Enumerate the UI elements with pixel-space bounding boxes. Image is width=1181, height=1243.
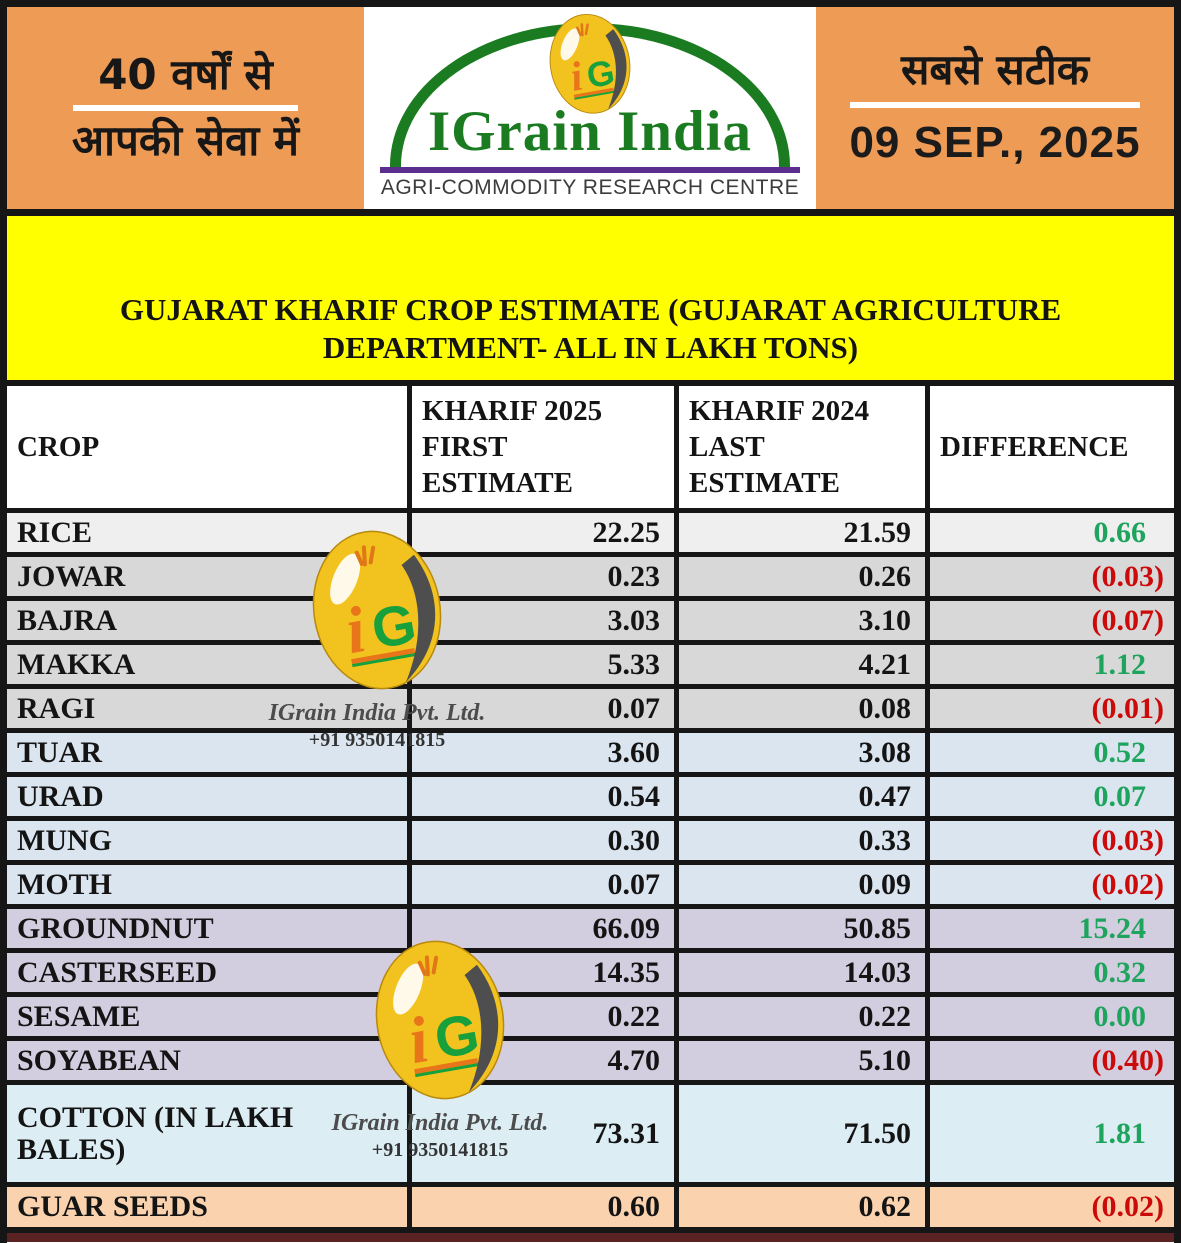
row-kharif-2024: 0.09 [679, 865, 925, 904]
crop-table: CROP KHARIF 2025 FIRST ESTIMATE KHARIF 202… [7, 380, 1174, 1233]
row-crop: GROUNDNUT [7, 909, 407, 948]
row-difference: 15.24 [930, 909, 1174, 948]
row-kharif-2024: 3.08 [679, 733, 925, 772]
divider [7, 209, 1174, 216]
row-kharif-2024: 0.62 [679, 1187, 925, 1227]
row-kharif-2025: 0.07 [412, 865, 674, 904]
igrain-oval-logo: i G [549, 13, 631, 114]
row-crop: GUAR SEEDS [7, 1187, 407, 1227]
row-kharif-2025: 5.33 [412, 645, 674, 684]
row-difference: 1.81 [930, 1085, 1174, 1182]
logo-oval-slot: i G [546, 11, 634, 119]
header-slogan: सबसे सटीक [900, 44, 1090, 94]
row-crop: TUAR [7, 733, 407, 772]
header-left-panel: 40 वर्षों से आपकी सेवा में [7, 7, 364, 209]
row-kharif-2024: 0.08 [679, 689, 925, 728]
row-difference: (0.02) [930, 865, 1174, 904]
report-date: 09 SEP., 2025 [849, 118, 1141, 168]
row-crop: CASTERSEED [7, 953, 407, 992]
row-kharif-2024: 71.50 [679, 1085, 925, 1182]
row-kharif-2025: 14.35 [412, 953, 674, 992]
row-kharif-2025: 22.25 [412, 513, 674, 552]
row-kharif-2024: 0.22 [679, 997, 925, 1036]
row-difference: 0.52 [930, 733, 1174, 772]
row-kharif-2025: 4.70 [412, 1041, 674, 1080]
header-left-line1: 40 वर्षों से [98, 49, 273, 99]
row-difference: (0.02) [930, 1187, 1174, 1227]
row-crop: MUNG [7, 821, 407, 860]
brand-rule [380, 167, 800, 173]
row-crop: SESAME [7, 997, 407, 1036]
header-right-panel: सबसे सटीक 09 SEP., 2025 [816, 7, 1174, 209]
row-kharif-2025: 0.22 [412, 997, 674, 1036]
underline-bar [73, 105, 298, 111]
page-title: GUJARAT KHARIF CROP ESTIMATE (GUJARAT AG… [119, 291, 1062, 366]
row-crop: URAD [7, 777, 407, 816]
brand-name: IGrain India [427, 100, 753, 163]
row-crop: MAKKA [7, 645, 407, 684]
row-kharif-2025: 0.23 [412, 557, 674, 596]
row-difference: (0.03) [930, 557, 1174, 596]
column-header: KHARIF 2024 LAST ESTIMATE [679, 386, 925, 508]
row-kharif-2024: 21.59 [679, 513, 925, 552]
underline-bar [850, 102, 1140, 109]
row-difference: 0.00 [930, 997, 1174, 1036]
bottom-strip [7, 1233, 1174, 1242]
row-kharif-2025: 66.09 [412, 909, 674, 948]
row-kharif-2025: 0.30 [412, 821, 674, 860]
row-crop: RAGI [7, 689, 407, 728]
row-kharif-2024: 0.33 [679, 821, 925, 860]
column-header: KHARIF 2025 FIRST ESTIMATE [412, 386, 674, 508]
row-crop: RICE [7, 513, 407, 552]
row-difference: (0.01) [930, 689, 1174, 728]
row-difference: 0.07 [930, 777, 1174, 816]
row-kharif-2024: 0.26 [679, 557, 925, 596]
title-band: GUJARAT KHARIF CROP ESTIMATE (GUJARAT AG… [7, 216, 1174, 380]
row-crop: MOTH [7, 865, 407, 904]
row-difference: 1.12 [930, 645, 1174, 684]
header-left-line2: आपकी सेवा में [72, 116, 299, 165]
row-kharif-2024: 14.03 [679, 953, 925, 992]
row-difference: 0.66 [930, 513, 1174, 552]
igrain-logo-box: i G IGrain India AGRI-COMMODITY RESEARCH… [364, 7, 816, 209]
row-crop: COTTON (IN LAKH BALES) [7, 1085, 407, 1182]
row-kharif-2024: 0.47 [679, 777, 925, 816]
row-kharif-2025: 3.60 [412, 733, 674, 772]
column-header: DIFFERENCE [930, 386, 1174, 508]
row-kharif-2025: 73.31 [412, 1085, 674, 1182]
row-kharif-2024: 5.10 [679, 1041, 925, 1080]
swoosh-shape [605, 29, 627, 110]
top-header: 40 वर्षों से आपकी सेवा में i G IGrain In… [7, 7, 1174, 209]
row-kharif-2024: 4.21 [679, 645, 925, 684]
row-kharif-2025: 0.07 [412, 689, 674, 728]
row-kharif-2025: 0.54 [412, 777, 674, 816]
row-crop: BAJRA [7, 601, 407, 640]
row-difference: (0.03) [930, 821, 1174, 860]
row-crop: SOYABEAN [7, 1041, 407, 1080]
row-kharif-2025: 0.60 [412, 1187, 674, 1227]
brand-tagline: AGRI-COMMODITY RESEARCH CENTRE [380, 176, 800, 199]
row-kharif-2025: 3.03 [412, 601, 674, 640]
column-header: CROP [7, 386, 407, 508]
row-difference: (0.40) [930, 1041, 1174, 1080]
row-kharif-2024: 50.85 [679, 909, 925, 948]
wheat-icon [576, 23, 589, 37]
row-crop: JOWAR [7, 557, 407, 596]
row-kharif-2024: 3.10 [679, 601, 925, 640]
row-difference: 0.32 [930, 953, 1174, 992]
row-difference: (0.07) [930, 601, 1174, 640]
